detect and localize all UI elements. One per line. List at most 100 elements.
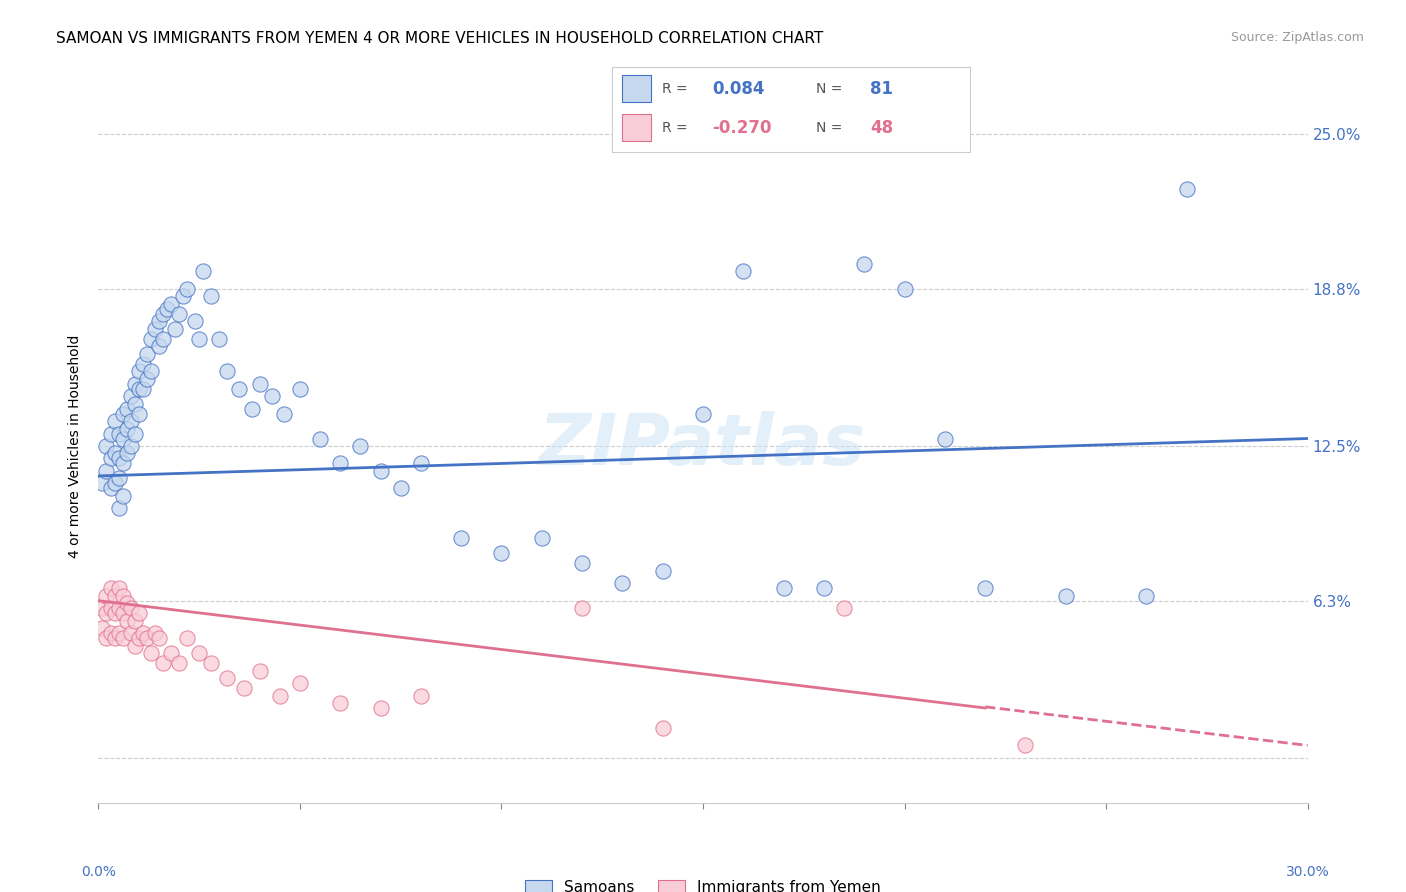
Point [853,257,876,271]
Text: R =: R = [662,121,688,135]
Point [934,432,956,446]
Point [249,664,271,678]
Point [120,414,142,428]
Point [167,656,190,670]
Text: 0.0%: 0.0% [82,865,115,880]
Point [96,464,118,478]
Point [115,446,138,460]
Point [132,382,155,396]
Point [832,601,855,615]
Point [124,376,146,391]
Point [100,482,122,496]
Point [120,626,142,640]
Point [329,696,352,710]
Point [200,656,222,670]
Text: SAMOAN VS IMMIGRANTS FROM YEMEN 4 OR MORE VEHICLES IN HOUSEHOLD CORRELATION CHAR: SAMOAN VS IMMIGRANTS FROM YEMEN 4 OR MOR… [56,31,824,46]
Point [124,614,146,628]
Point [156,301,179,316]
Point [103,414,125,428]
Point [160,646,183,660]
Point [167,307,190,321]
Point [107,601,129,615]
Point [409,457,432,471]
Point [111,407,134,421]
Point [100,601,122,615]
Point [96,439,118,453]
Point [152,307,174,321]
Point [288,676,311,690]
Point [269,689,291,703]
Point [409,689,432,703]
Point [893,282,915,296]
Text: 81: 81 [870,80,893,98]
Text: N =: N = [815,121,842,135]
Point [370,464,392,478]
Point [115,401,138,416]
Point [107,451,129,466]
Point [107,426,129,441]
Point [103,606,125,620]
Point [571,601,593,615]
Point [132,626,155,640]
Point [273,407,295,421]
Point [103,476,125,491]
Legend: Samoans, Immigrants from Yemen: Samoans, Immigrants from Yemen [524,880,882,892]
Point [103,589,125,603]
Y-axis label: 4 or more Vehicles in Household: 4 or more Vehicles in Household [69,334,83,558]
Point [103,631,125,645]
Text: R =: R = [662,82,688,96]
Point [124,639,146,653]
Point [111,489,134,503]
Point [111,606,134,620]
Bar [623,114,651,142]
Point [96,631,118,645]
Point [128,631,150,645]
Text: 30.0%: 30.0% [1285,865,1330,880]
Point [111,432,134,446]
Point [152,332,174,346]
Point [103,446,125,460]
Point [107,581,129,595]
Point [813,581,835,595]
Point [111,589,134,603]
Point [1175,182,1198,196]
Point [208,332,231,346]
Text: 0.084: 0.084 [711,80,765,98]
Point [120,389,142,403]
Point [651,564,673,578]
Point [111,457,134,471]
Point [148,631,170,645]
Point [193,264,215,278]
Point [91,476,114,491]
Point [107,501,129,516]
Bar [623,76,651,103]
Point [143,626,166,640]
Point [139,364,162,378]
Point [128,407,150,421]
Point [100,626,122,640]
Point [139,332,162,346]
Point [692,407,714,421]
Text: 48: 48 [870,119,893,136]
Point [139,646,162,660]
Point [370,701,392,715]
Point [249,376,271,391]
Point [217,671,239,685]
Point [349,439,371,453]
Point [612,576,634,591]
Point [228,382,250,396]
Point [160,297,183,311]
Point [217,364,239,378]
Point [100,426,122,441]
Point [772,581,794,595]
Point [135,631,157,645]
Point [651,721,673,735]
Point [260,389,283,403]
Point [188,646,211,660]
Point [143,322,166,336]
Point [148,314,170,328]
Point [135,347,157,361]
Point [115,596,138,610]
Point [120,439,142,453]
Point [176,282,198,296]
